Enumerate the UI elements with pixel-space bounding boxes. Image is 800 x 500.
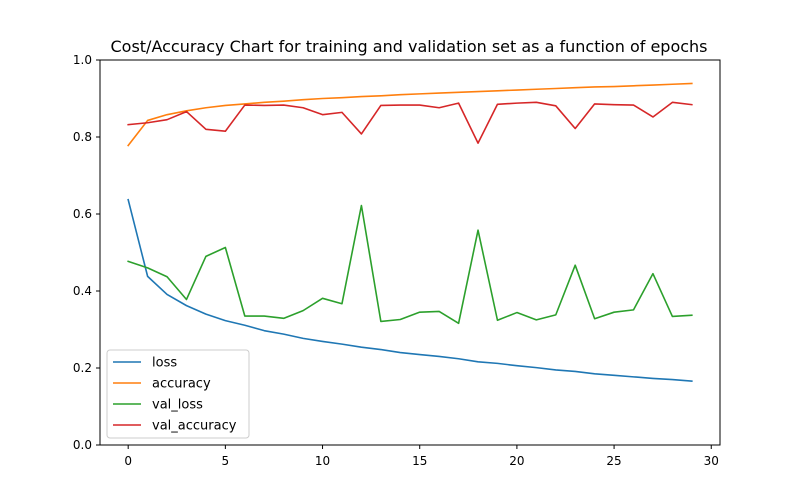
series-line-val-loss [127, 204, 693, 325]
x-tick-label: 10 [315, 454, 330, 468]
series-line-accuracy [127, 82, 693, 147]
y-tick-label: 0.2 [73, 361, 92, 375]
legend-label: accuracy [152, 377, 211, 392]
y-axis: 0.0 0.2 0.4 0.6 0.8 1.0 [73, 53, 100, 452]
legend-box [106, 349, 250, 439]
y-tick-label: 1.0 [73, 53, 92, 67]
x-tick-label: 25 [606, 454, 621, 468]
x-tick-label: 30 [704, 454, 719, 468]
y-tick-label: 0.4 [73, 284, 92, 298]
y-tick-label: 0.8 [73, 130, 92, 144]
x-tick-label: 5 [222, 454, 230, 468]
plot-area [99, 59, 721, 446]
x-axis: 0 5 10 15 20 25 30 [124, 445, 719, 468]
series-line-loss [127, 198, 693, 382]
chart-title: Cost/Accuracy Chart for training and val… [110, 37, 707, 56]
series-line-val-accuracy [127, 101, 693, 144]
x-tick-label: 20 [509, 454, 524, 468]
y-tick-label: 0.6 [73, 207, 92, 221]
x-tick-label: 0 [124, 454, 132, 468]
y-tick-label: 0.0 [73, 438, 92, 452]
legend-label: val_accuracy [152, 419, 237, 434]
series-lines [127, 82, 693, 382]
legend-label: val_loss [152, 398, 203, 413]
legend-label: loss [152, 356, 177, 371]
x-tick-label: 15 [412, 454, 427, 468]
legend: loss accuracy val_loss val_accuracy [106, 349, 250, 439]
